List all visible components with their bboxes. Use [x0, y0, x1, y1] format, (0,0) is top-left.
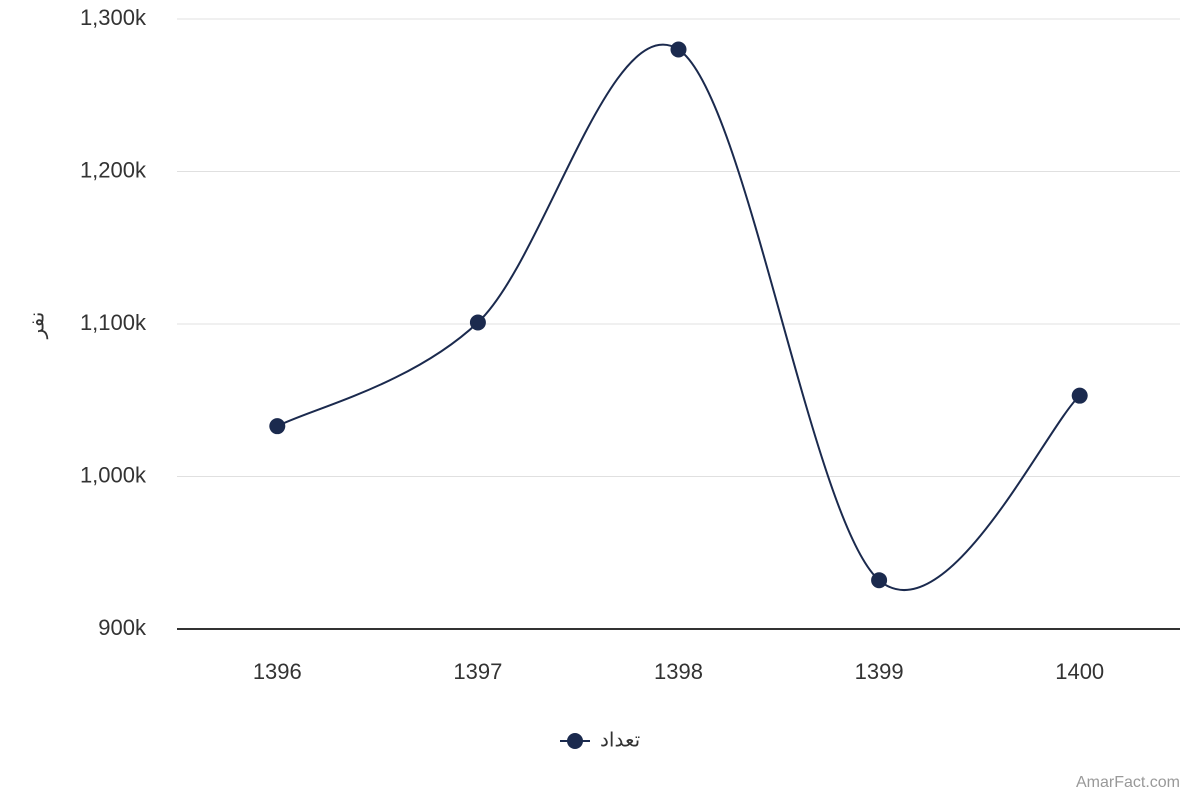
y-tick-label: 1,000k — [80, 462, 147, 487]
x-tick-label: 1400 — [1055, 659, 1104, 684]
x-tick-label: 1396 — [253, 659, 302, 684]
x-tick-label: 1397 — [453, 659, 502, 684]
x-tick-label: 1398 — [654, 659, 703, 684]
y-axis-label: نفر — [26, 312, 48, 340]
y-tick-label: 1,100k — [80, 310, 147, 335]
y-tick-label: 1,300k — [80, 5, 147, 30]
credit: AmarFact.com — [1076, 774, 1180, 791]
y-tick-label: 900k — [98, 615, 147, 640]
point — [670, 41, 687, 58]
point — [469, 314, 486, 331]
line — [276, 43, 1081, 591]
point — [871, 572, 888, 589]
point — [269, 418, 286, 435]
x-tick-label: 1399 — [855, 659, 904, 684]
legend-label: تعداد — [600, 729, 640, 751]
y-tick-label: 1,200k — [80, 157, 147, 182]
legend-marker — [567, 733, 583, 749]
point — [1071, 387, 1088, 404]
